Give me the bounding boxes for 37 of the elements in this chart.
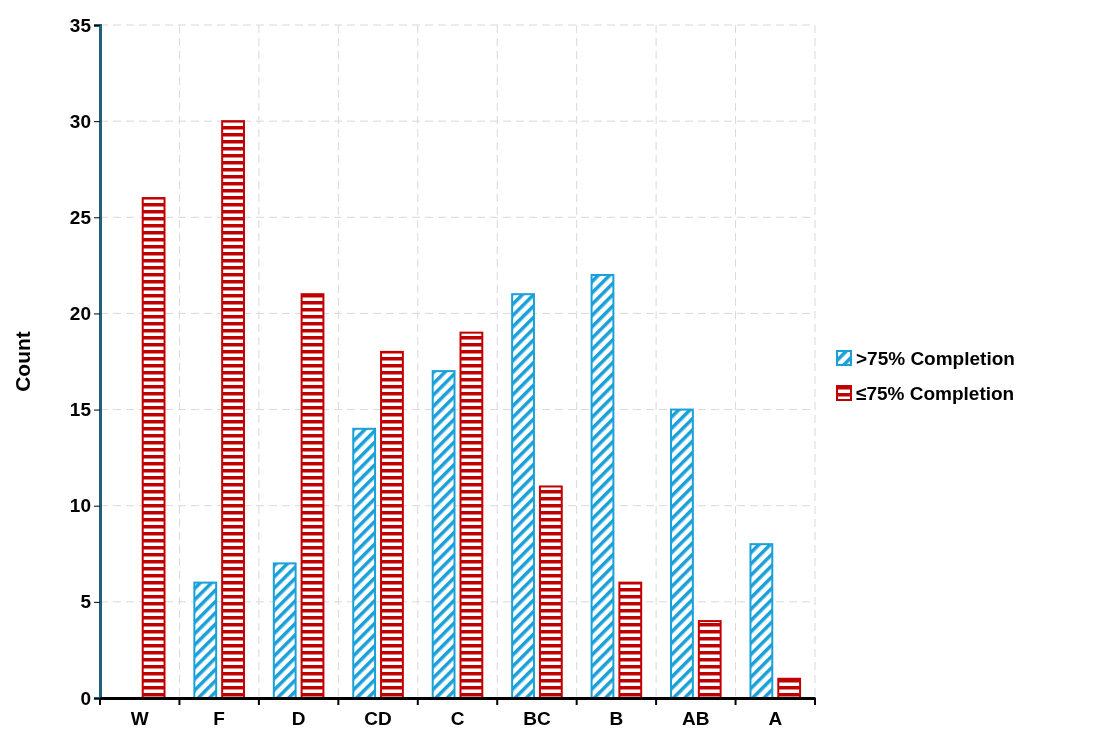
x-tick-label: A bbox=[768, 708, 783, 730]
legend-label: >75% Completion bbox=[856, 348, 1015, 369]
bar bbox=[777, 677, 802, 699]
bar bbox=[221, 120, 245, 699]
y-tick-label: 25 bbox=[69, 206, 92, 228]
bar bbox=[590, 273, 615, 699]
x-tick-label: BC bbox=[523, 708, 551, 730]
legend-label: ≤75% Completion bbox=[856, 383, 1015, 404]
bar bbox=[431, 370, 456, 699]
y-axis-title: Count bbox=[11, 331, 34, 392]
y-tick-label: 0 bbox=[80, 687, 91, 709]
bar bbox=[141, 197, 166, 699]
x-tick-label: B bbox=[609, 708, 624, 730]
bar bbox=[697, 620, 722, 699]
bar bbox=[193, 581, 218, 699]
bar bbox=[459, 331, 484, 699]
bar bbox=[272, 562, 297, 699]
y-tick-label: 5 bbox=[80, 591, 92, 613]
x-tick-label: C bbox=[450, 708, 465, 730]
bar bbox=[380, 350, 404, 699]
x-tick-label: CD bbox=[364, 708, 392, 730]
x-tick-label: D bbox=[291, 708, 306, 730]
bar bbox=[300, 293, 325, 699]
x-tick-label: W bbox=[130, 708, 149, 730]
x-tick-label: AB bbox=[682, 708, 710, 730]
bar bbox=[670, 408, 694, 699]
bar bbox=[352, 427, 377, 699]
bar bbox=[618, 581, 643, 699]
bar bbox=[749, 543, 774, 699]
y-tick-label: 20 bbox=[69, 303, 91, 325]
y-tick-label: 10 bbox=[69, 495, 91, 517]
y-tick-label: 15 bbox=[69, 399, 92, 421]
y-tick-label: 30 bbox=[69, 110, 91, 132]
y-tick-label: 35 bbox=[69, 14, 92, 36]
bar bbox=[538, 485, 563, 699]
x-tick-label: F bbox=[213, 708, 225, 730]
bar bbox=[511, 293, 535, 699]
